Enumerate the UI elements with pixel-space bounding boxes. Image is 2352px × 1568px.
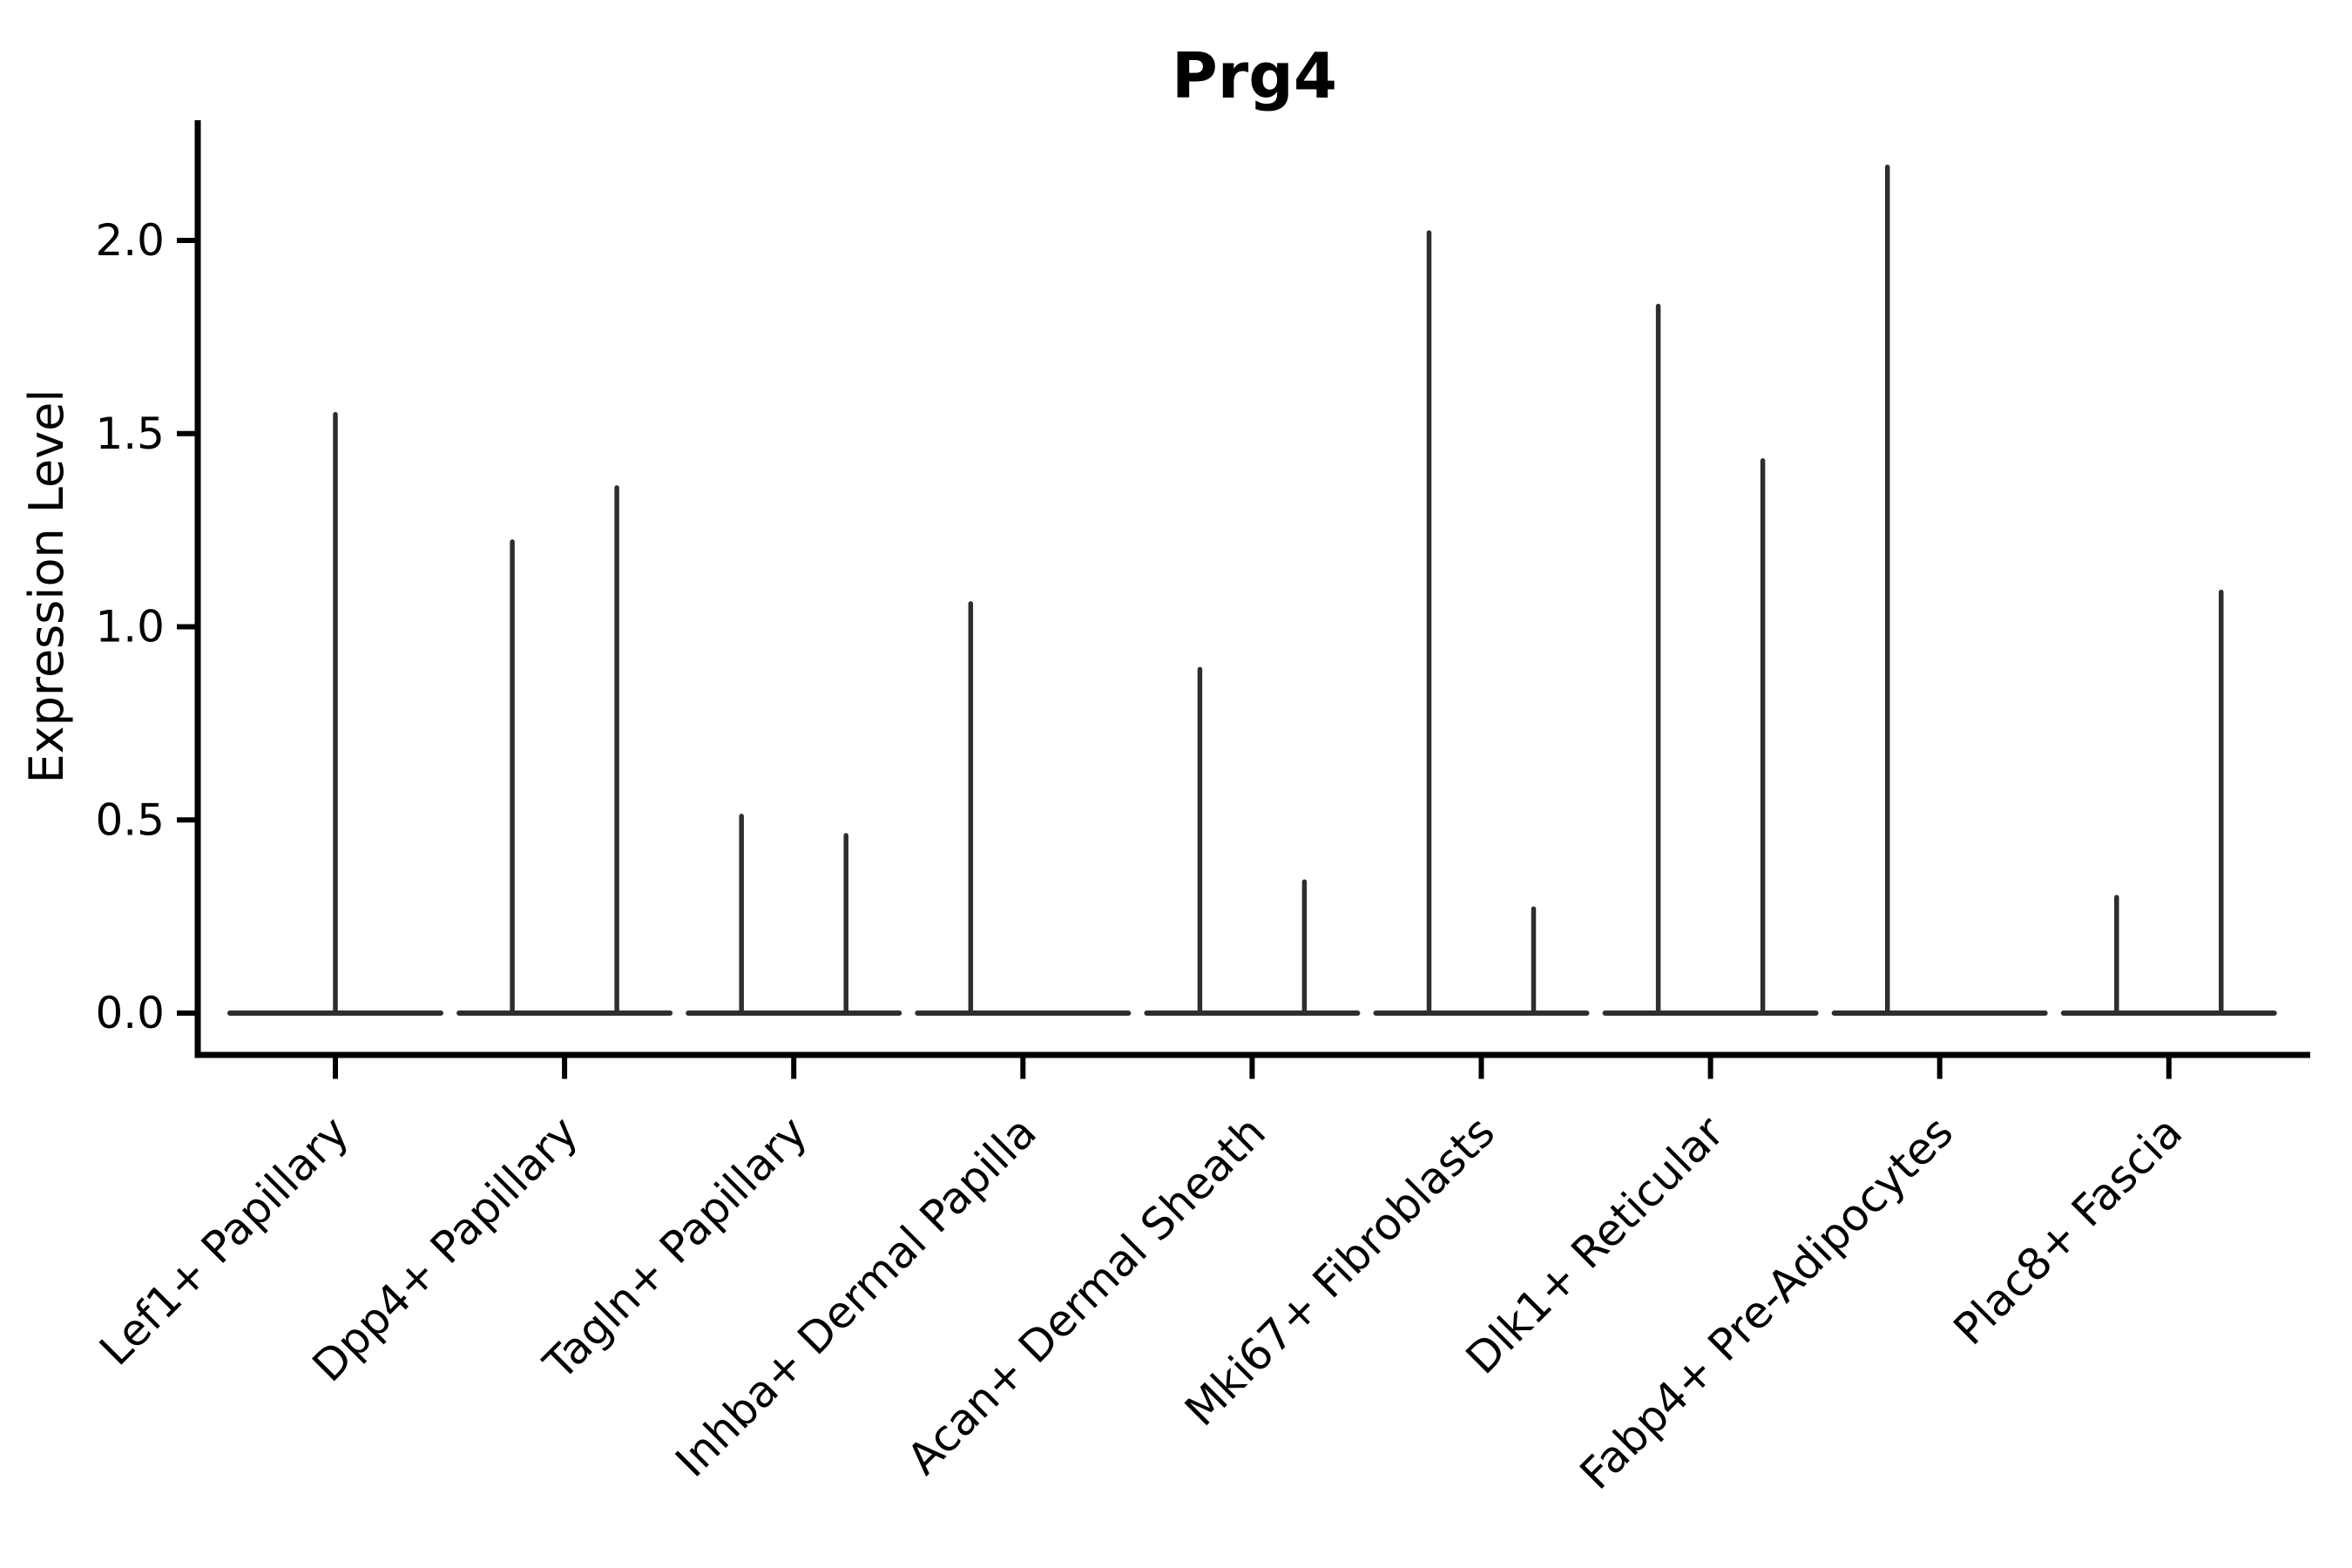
axes-layer (177, 120, 2310, 1079)
y-tick-label: 1.5 (95, 409, 165, 459)
violin-group (1602, 303, 1819, 1016)
x-tick-label: Lef1+ Papillary (90, 1106, 358, 1375)
x-tick-label: Fabp4+ Pre-Adipocytes (1571, 1106, 1963, 1499)
violin-group (456, 485, 673, 1016)
violin-group (686, 814, 902, 1016)
y-tick-label: 0.5 (95, 794, 165, 845)
y-tick-label: 2.0 (95, 215, 165, 266)
y-tick-label: 1.0 (95, 602, 165, 652)
violin-group (2060, 589, 2277, 1016)
violin-group (1831, 164, 2048, 1016)
violin-group (1373, 230, 1590, 1016)
y-tick-label: 0.0 (95, 988, 165, 1038)
x-tick-label: Plac8+ Fascia (1944, 1106, 2193, 1355)
series-layer (227, 164, 2277, 1016)
violin-group (1144, 666, 1361, 1016)
violin-group (915, 601, 1132, 1016)
violin-group (227, 411, 443, 1016)
chart-title: Prg4 (1172, 39, 1337, 112)
y-axis-label: Expression Level (19, 389, 74, 784)
